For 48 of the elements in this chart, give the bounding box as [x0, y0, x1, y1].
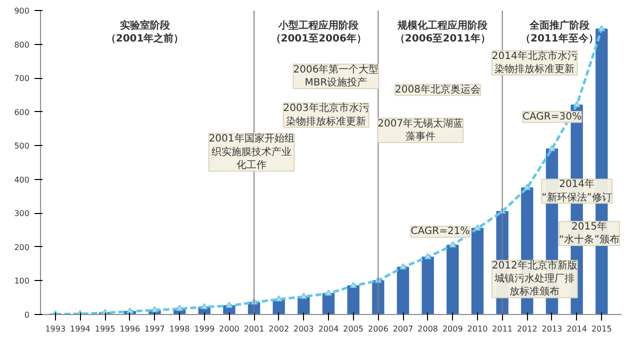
x-tick-label: 1994: [70, 324, 90, 334]
x-tick-label: 2001: [244, 324, 264, 334]
annotation: 2007年无锡太湖蓝藻事件: [378, 117, 464, 143]
x-tick-label: 1999: [194, 324, 215, 334]
annotation: 2012年北京市新版城镇污水处理厂排放标准颁布: [492, 259, 578, 298]
x-tick-label: 1993: [45, 324, 66, 334]
annotation: 规模化工程应用阶段（2006至2011年）: [394, 19, 491, 45]
x-tick-label: 2004: [318, 324, 339, 334]
x-tick-label: 2015: [591, 324, 612, 334]
y-tick-label: 800: [14, 40, 30, 50]
x-tick-label: 2010: [467, 324, 488, 334]
x-tick-label: 2014: [566, 324, 587, 334]
annotation: 2006年第一个大型MBR设施投产: [293, 63, 379, 88]
y-tick-label: 600: [14, 108, 30, 117]
x-tick-label: 2013: [542, 324, 562, 334]
x-tick-label: 2008: [418, 324, 438, 334]
y-tick-label: 100: [14, 276, 30, 286]
annotation: 2014年“新环保法”修订: [542, 178, 612, 204]
y-tick-label: 400: [14, 175, 30, 184]
x-tick-label: 2002: [268, 324, 290, 334]
annotation: 2008年北京奥运会: [395, 83, 480, 96]
annotation: CAGR=21%: [410, 226, 470, 238]
x-tick-label: 1997: [144, 324, 165, 334]
x-tick-label: 2005: [343, 324, 364, 334]
x-tick-label: 1995: [94, 324, 116, 334]
annotation: 2003年北京市水污染物排放标准更新: [283, 102, 369, 128]
annotation: 全面推广阶段（2011年至今）: [520, 19, 598, 45]
y-tick-label: 200: [14, 242, 30, 252]
annotation: 2001年国家开始组织实施膜技术产业化工作: [208, 132, 294, 172]
annotation: 实验室阶段（2001年之前）: [106, 19, 184, 45]
y-tick-label: 300: [14, 209, 30, 218]
x-tick-label: 2006: [368, 324, 388, 334]
annotation: 2014年北京市水污染物排放标准更新: [492, 50, 578, 75]
x-tick-label: 2011: [492, 324, 512, 334]
annotation: CAGR=30%: [522, 111, 582, 122]
y-tick-label: 500: [14, 142, 30, 151]
x-tick-label: 1998: [169, 324, 190, 334]
x-tick-label: 2007: [392, 324, 414, 334]
annotation: 小型工程应用阶段（2001至2006年）: [270, 19, 366, 45]
y-tick-label: 900: [14, 6, 30, 16]
x-tick-label: 2003: [294, 324, 314, 334]
annotation: 2015年“水十条”颁布: [559, 220, 620, 246]
y-tick-label: 0: [24, 310, 30, 320]
x-tick-label: 2012: [516, 324, 538, 334]
x-tick-label: 2009: [442, 324, 463, 334]
y-tick-label: 700: [14, 74, 30, 84]
x-tick-label: 1996: [120, 324, 140, 334]
x-tick-label: 2000: [219, 324, 240, 334]
